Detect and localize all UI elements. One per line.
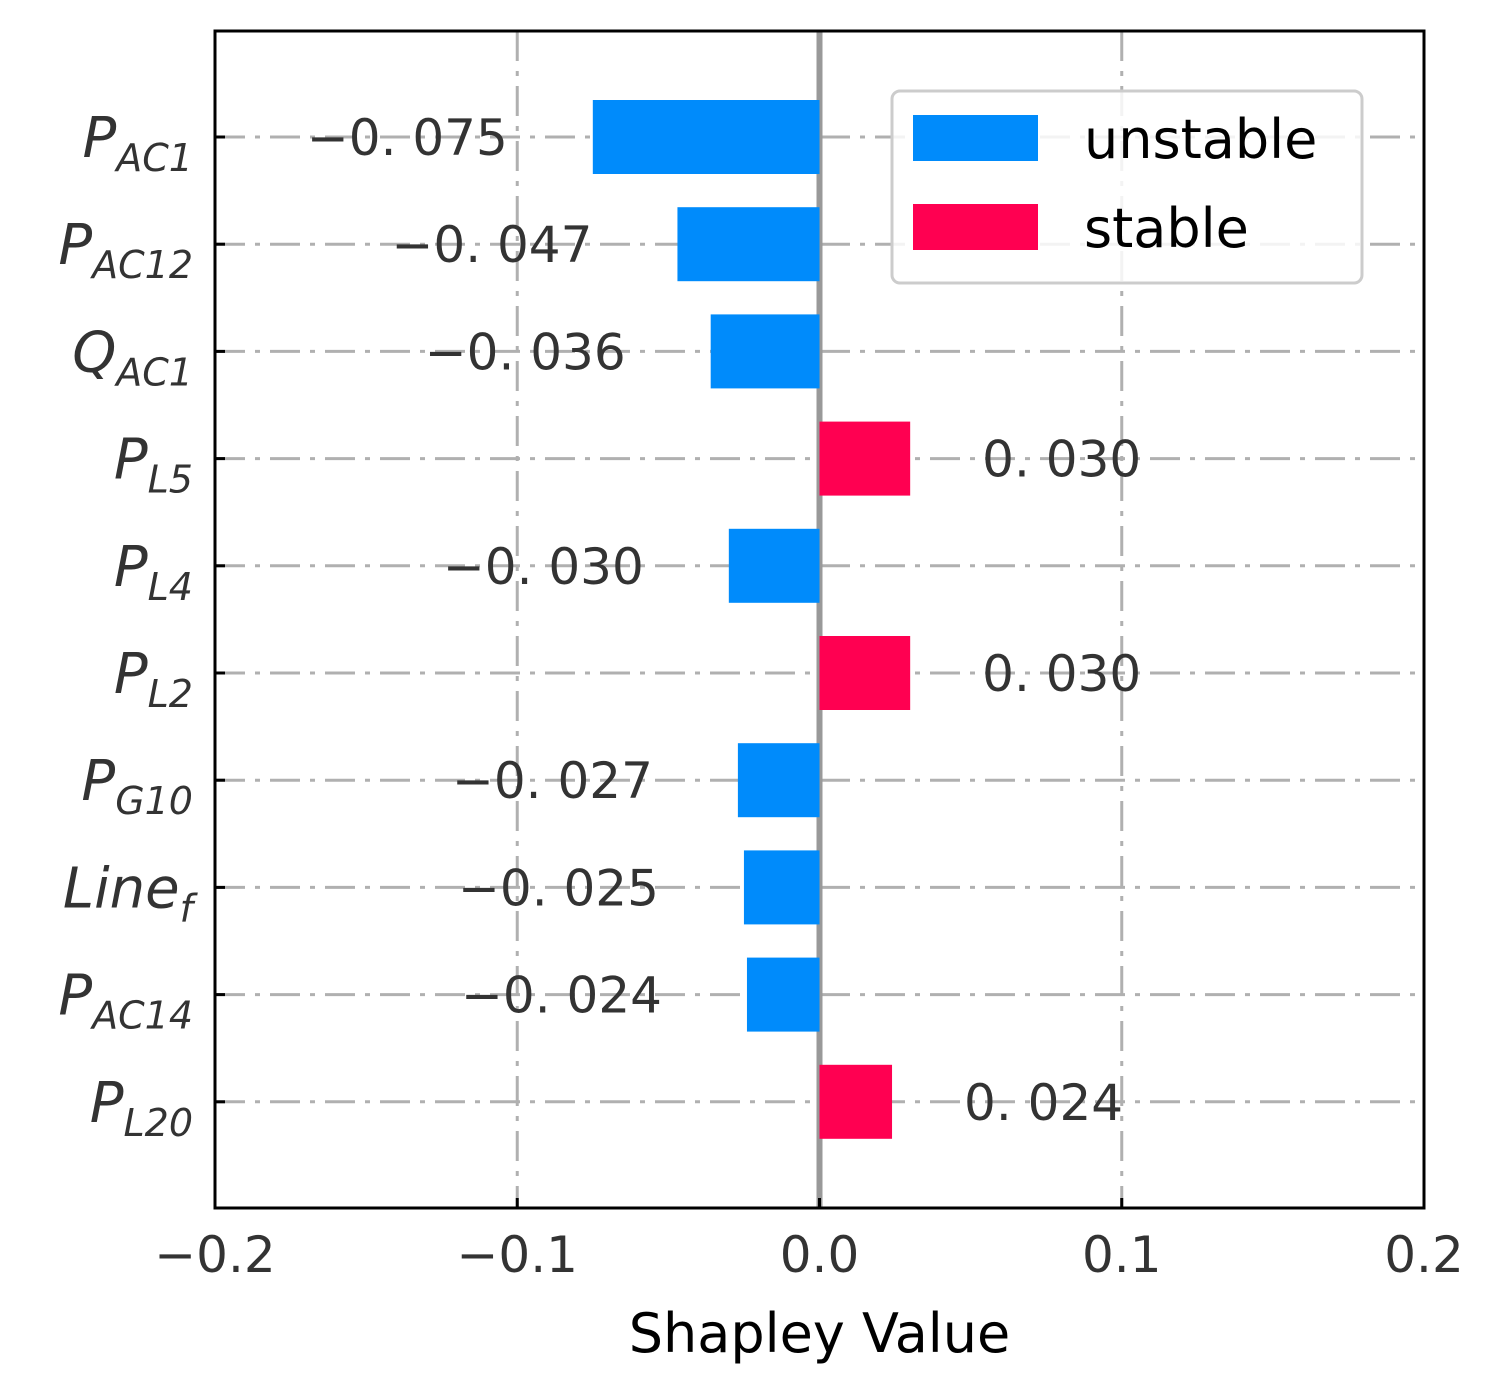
bar-stable [819,421,911,496]
y-label-subscript: AC14 [89,994,193,1038]
y-category-label: PL2 [114,642,193,716]
y-label-base: Q [72,320,116,385]
y-label-subscript: AC1 [113,350,193,394]
bar-value-label: −0. 030 [443,538,644,596]
bar-value-label: −0. 025 [458,859,659,917]
legend-items: unstable stable [913,108,1317,260]
bar-unstable [737,743,820,818]
y-label-base: P [90,1071,124,1136]
bar-value-label: −0. 027 [452,752,653,810]
legend: unstable stable [890,89,1364,285]
legend-label: unstable [1084,108,1317,171]
y-category-label: PL4 [114,535,193,609]
legend-label: stable [1084,197,1249,260]
y-category-label: PL20 [90,1071,193,1145]
bar-stable [819,1064,893,1139]
y-category-label: PAC1 [83,106,194,180]
bar-value-label: 0. 030 [982,645,1141,703]
y-label-base: P [114,642,148,707]
y-category-label: QAC1 [72,320,193,394]
bar-unstable [677,207,820,282]
y-label-base: P [83,106,117,171]
y-category-label: PAC12 [58,213,193,287]
y-label-subscript: AC1 [113,136,193,180]
y-label-subscript: L2 [148,672,193,716]
x-tick-label: 0.1 [1082,1226,1162,1284]
x-axis-ticks: −0.2 −0.1 0.0 0.1 0.2 [154,1198,1464,1284]
bar-value-label: −0. 036 [425,323,626,381]
bar-unstable [592,100,820,174]
y-category-label: PG10 [81,749,193,823]
y-label-subscript: G10 [115,779,193,823]
bar-unstable [710,314,820,389]
y-label-base: P [114,428,148,493]
x-tick-label: 0.2 [1384,1226,1464,1284]
x-axis-title: Shapley Value [629,1302,1011,1365]
y-label-subscript: L4 [148,565,193,609]
bars [592,100,911,1139]
bar-value-label: −0. 047 [392,216,593,274]
y-category-label: PAC14 [58,964,193,1038]
x-tick-label: 0.0 [780,1226,860,1284]
bar-value-label: 0. 030 [982,431,1141,489]
x-tick-label: −0.1 [457,1226,578,1284]
y-label-subscript: AC12 [89,243,193,287]
y-label-base: Line [63,856,180,921]
y-label-base: P [114,535,148,600]
bar-unstable [728,528,820,603]
y-label-base: P [58,964,92,1029]
bar-value-labels: −0. 075 −0. 047 −0. 036 0. 030 −0. 030 0. 030… [307,109,1141,1132]
bar-unstable [746,957,820,1032]
y-label-subscript: L20 [123,1101,193,1145]
legend-swatch-stable [913,204,1038,250]
y-label-base: P [81,749,115,814]
x-tick-label: −0.2 [154,1226,275,1284]
legend-swatch-unstable [913,115,1038,161]
bar-unstable [743,850,820,925]
y-category-label: PL5 [114,428,193,502]
bar-value-label: 0. 024 [964,1074,1123,1132]
bar-stable [819,636,911,710]
y-category-label: Linef [63,856,199,930]
y-label-subscript: L5 [148,458,193,502]
bar-value-label: −0. 024 [461,967,662,1025]
bar-value-label: −0. 075 [307,109,508,167]
y-label-base: P [58,213,92,278]
